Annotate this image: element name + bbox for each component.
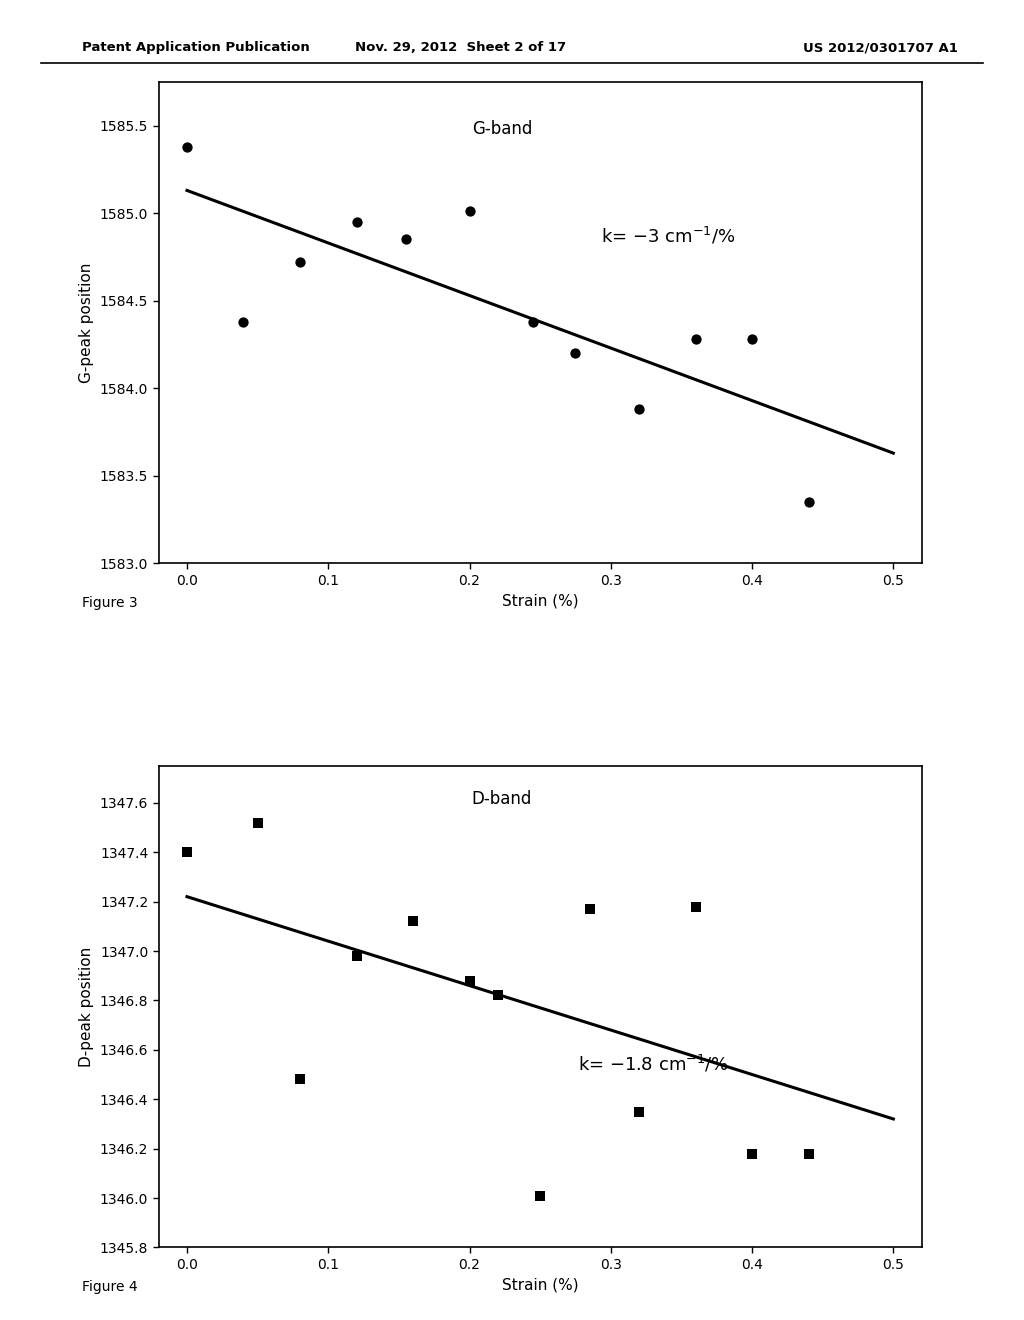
X-axis label: Strain (%): Strain (%): [502, 594, 579, 609]
Point: [348, 945, 365, 966]
Text: k= $-$1.8 cm$^{-1}$/%: k= $-$1.8 cm$^{-1}$/%: [579, 1053, 729, 1074]
Text: G-band: G-band: [472, 120, 532, 139]
Point: [582, 899, 598, 920]
Point: [631, 399, 647, 420]
Text: Patent Application Publication: Patent Application Publication: [82, 41, 309, 54]
Point: [567, 343, 584, 364]
Text: Figure 4: Figure 4: [82, 1280, 137, 1295]
Point: [292, 252, 308, 273]
Point: [462, 201, 478, 222]
Point: [801, 1143, 817, 1164]
Text: Nov. 29, 2012  Sheet 2 of 17: Nov. 29, 2012 Sheet 2 of 17: [355, 41, 566, 54]
Point: [743, 329, 760, 350]
Text: US 2012/0301707 A1: US 2012/0301707 A1: [803, 41, 957, 54]
Point: [348, 211, 365, 232]
Point: [489, 985, 506, 1006]
Point: [687, 896, 703, 917]
Point: [743, 1143, 760, 1164]
Point: [631, 1101, 647, 1122]
Text: Figure 3: Figure 3: [82, 597, 137, 610]
Point: [801, 491, 817, 512]
Point: [179, 136, 196, 157]
Text: k= $-$3 cm$^{-1}$/%: k= $-$3 cm$^{-1}$/%: [601, 226, 735, 247]
Point: [179, 842, 196, 863]
Point: [250, 812, 266, 833]
Point: [525, 312, 542, 333]
Text: D-band: D-band: [472, 789, 532, 808]
X-axis label: Strain (%): Strain (%): [502, 1278, 579, 1292]
Point: [404, 911, 421, 932]
Point: [292, 1069, 308, 1090]
Point: [236, 312, 252, 333]
Point: [532, 1185, 549, 1206]
Point: [462, 970, 478, 991]
Y-axis label: G-peak position: G-peak position: [80, 263, 94, 383]
Point: [687, 329, 703, 350]
Point: [397, 228, 414, 249]
Y-axis label: D-peak position: D-peak position: [79, 946, 94, 1067]
